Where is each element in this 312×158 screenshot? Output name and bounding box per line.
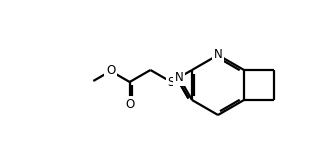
Text: O: O [125,97,134,110]
Text: S: S [168,76,175,88]
Text: N: N [214,49,222,61]
Text: O: O [106,64,115,78]
Text: N: N [175,71,183,84]
